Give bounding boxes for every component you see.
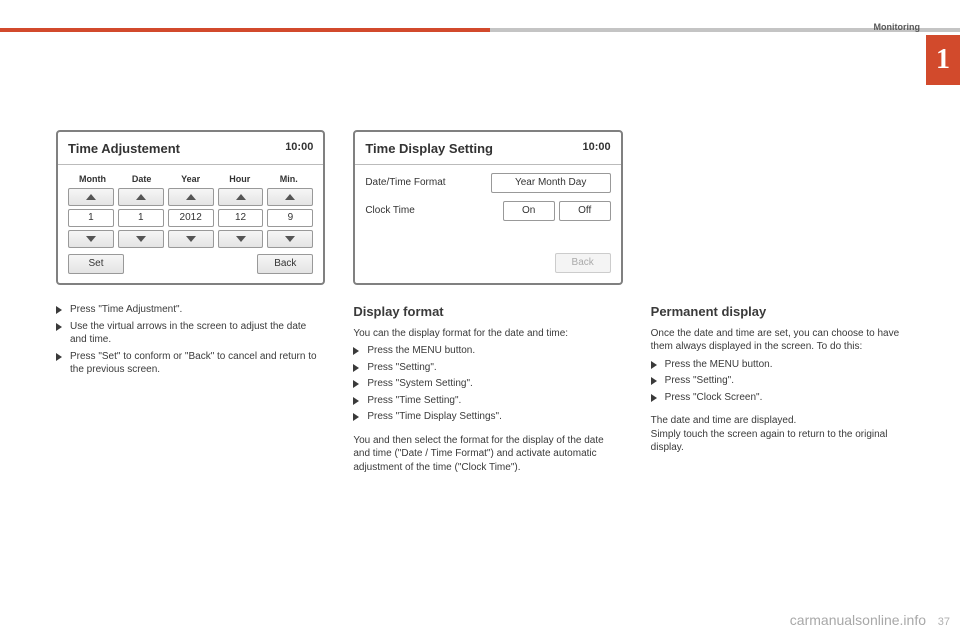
format-value-button[interactable]: Year Month Day (491, 173, 611, 193)
arrow-up-icon (136, 194, 146, 200)
arrow-up-icon (285, 194, 295, 200)
up-month[interactable] (68, 188, 114, 206)
list-item: Press "System Setting". (353, 377, 622, 391)
up-year[interactable] (168, 188, 214, 206)
display-format-tail: You and then select the format for the d… (353, 434, 622, 475)
arrow-up-icon (236, 194, 246, 200)
list-item: Press "Setting". (353, 361, 622, 375)
chapter-badge: 1 (926, 35, 960, 85)
val-month: 1 (68, 209, 114, 227)
adj-values-row: 1 1 2012 12 9 (68, 209, 313, 227)
col-min: Min. (266, 173, 311, 185)
permanent-display-tail1: The date and time are displayed. (651, 414, 920, 428)
col-month: Month (70, 173, 115, 185)
time-adjustment-panel: Time Adjustement 10:00 Month Date Year H… (56, 130, 325, 285)
panel-clock: 10:00 (285, 140, 313, 155)
down-date[interactable] (118, 230, 164, 248)
val-year: 2012 (168, 209, 214, 227)
list-item: Press "Clock Screen". (651, 391, 920, 405)
arrow-down-icon (236, 236, 246, 242)
page-number: 37 (938, 616, 950, 628)
col-date: Date (119, 173, 164, 185)
val-hour: 12 (218, 209, 264, 227)
column-2: Time Display Setting 10:00 Date/Time For… (353, 130, 622, 474)
list-item: Press "Time Setting". (353, 394, 622, 408)
col3-instructions: Press the MENU button. Press "Setting". … (651, 358, 920, 405)
footer-url: carmanualsonline.info (790, 612, 926, 628)
arrow-up-icon (86, 194, 96, 200)
list-item: Press "Time Display Settings". (353, 410, 622, 424)
val-min: 9 (267, 209, 313, 227)
list-item: Press "Setting". (651, 374, 920, 388)
display-format-heading: Display format (353, 303, 622, 321)
up-date[interactable] (118, 188, 164, 206)
adj-down-row (68, 230, 313, 248)
page-content: Time Adjustement 10:00 Month Date Year H… (56, 130, 920, 474)
panel-title: Time Adjustement (68, 140, 313, 158)
val-date: 1 (118, 209, 164, 227)
adj-up-row (68, 188, 313, 206)
back-button[interactable]: Back (257, 254, 313, 274)
col-year: Year (168, 173, 213, 185)
time-display-panel: Time Display Setting 10:00 Date/Time For… (353, 130, 622, 285)
list-item: Press "Time Adjustment". (56, 303, 325, 317)
column-3: Permanent display Once the date and time… (651, 130, 920, 474)
list-item: Use the virtual arrows in the screen to … (56, 320, 325, 347)
clocktime-label: Clock Time (365, 204, 414, 218)
clocktime-on-button[interactable]: On (503, 201, 555, 221)
adj-column-headers: Month Date Year Hour Min. (68, 173, 313, 188)
format-label: Date/Time Format (365, 176, 445, 190)
column-1: Time Adjustement 10:00 Month Date Year H… (56, 130, 325, 474)
col-hour: Hour (217, 173, 262, 185)
col1-instructions: Press "Time Adjustment". Use the virtual… (56, 303, 325, 377)
down-hour[interactable] (218, 230, 264, 248)
panel-footer: Set Back (68, 254, 313, 274)
header-red-bar (0, 28, 490, 32)
arrow-down-icon (86, 236, 96, 242)
clocktime-row: Clock Time On Off (365, 201, 610, 221)
col2-instructions: Press the MENU button. Press "Setting". … (353, 344, 622, 424)
down-month[interactable] (68, 230, 114, 248)
permanent-display-lead: Once the date and time are set, you can … (651, 327, 920, 354)
list-item: Press "Set" to conform or "Back" to canc… (56, 350, 325, 377)
arrow-down-icon (136, 236, 146, 242)
up-min[interactable] (267, 188, 313, 206)
permanent-display-tail2: Simply touch the screen again to return … (651, 428, 920, 455)
list-item: Press the MENU button. (651, 358, 920, 372)
panel-clock: 10:00 (583, 140, 611, 155)
down-min[interactable] (267, 230, 313, 248)
set-button[interactable]: Set (68, 254, 124, 274)
up-hour[interactable] (218, 188, 264, 206)
arrow-down-icon (285, 236, 295, 242)
back-button[interactable]: Back (555, 253, 611, 273)
format-row: Date/Time Format Year Month Day (365, 173, 610, 193)
section-label: Monitoring (874, 22, 921, 32)
down-year[interactable] (168, 230, 214, 248)
display-format-lead: You can the display format for the date … (353, 327, 622, 341)
arrow-down-icon (186, 236, 196, 242)
panel-title: Time Display Setting (365, 140, 610, 158)
panel-footer: Back (365, 253, 610, 273)
arrow-up-icon (186, 194, 196, 200)
permanent-display-heading: Permanent display (651, 303, 920, 321)
clocktime-off-button[interactable]: Off (559, 201, 611, 221)
col3-spacer (651, 130, 920, 285)
list-item: Press the MENU button. (353, 344, 622, 358)
